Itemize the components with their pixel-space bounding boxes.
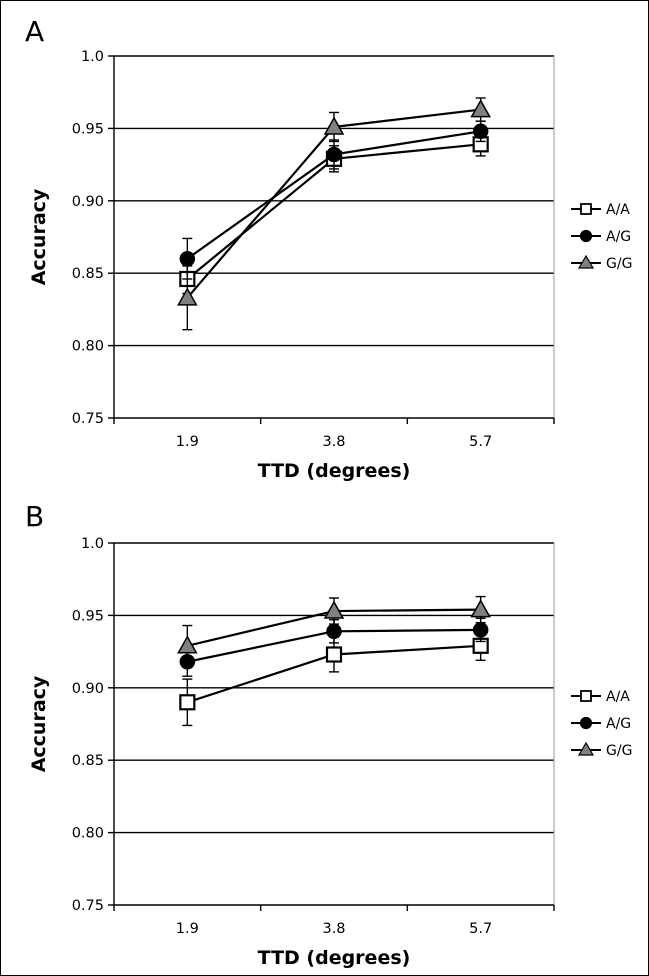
legend-item: A/G [571, 229, 631, 245]
y-tick-label: 0.75 [72, 898, 104, 914]
data-point [179, 694, 196, 711]
series-aa [179, 630, 489, 727]
x-axis-title: TTD (degrees) [258, 460, 411, 482]
y-axis-title: Accuracy [28, 675, 50, 772]
legend-item: A/A [571, 689, 630, 705]
y-tick-label: 1.0 [81, 536, 104, 552]
data-point [177, 635, 198, 654]
legend-marker [580, 690, 592, 702]
panel-b: B 0.75 0.80 0.85 0.90 0.95 1.0 1.9 3.8 5.7 TTD (d… [1, 488, 648, 975]
data-point [470, 99, 491, 118]
data-point [470, 599, 491, 618]
legend-label: A/A [606, 689, 630, 705]
series-gg [177, 97, 491, 331]
data-point [179, 250, 196, 267]
data-point [323, 116, 345, 135]
legend-label: A/A [606, 202, 630, 218]
x-tick-label: 3.8 [322, 434, 345, 450]
panel-label: B [25, 500, 45, 533]
data-point [472, 622, 489, 638]
data-point [325, 646, 343, 663]
legend-marker [577, 254, 595, 269]
x-tick-label: 1.9 [176, 921, 199, 937]
panel-label: A [25, 15, 45, 48]
legend-item: G/G [571, 254, 632, 272]
x-axis-title: TTD (degrees) [258, 947, 411, 969]
y-tick-label: 0.95 [72, 608, 104, 624]
series-ag [179, 120, 489, 280]
legend-item: A/A [571, 202, 630, 218]
legend-item: A/G [571, 716, 631, 732]
data-point [472, 123, 489, 140]
data-point [177, 287, 198, 306]
y-axis-title: Accuracy [28, 188, 50, 285]
legend-marker [579, 716, 593, 730]
x-tick-label: 3.8 [322, 921, 345, 937]
y-tick-label: 0.85 [72, 266, 104, 282]
y-tick-label: 0.75 [72, 411, 104, 427]
x-tick-label: 5.7 [469, 921, 492, 937]
series-gg [177, 595, 491, 667]
chart-b: 0.75 0.80 0.85 0.90 0.95 1.0 1.9 3.8 5.7 TTD (deg… [28, 536, 632, 969]
y-tick-label: 0.90 [72, 681, 104, 697]
legend-marker [579, 229, 593, 243]
legend-marker [577, 741, 595, 756]
y-tick-label: 0.90 [72, 194, 104, 210]
data-point [326, 623, 342, 640]
data-point [326, 146, 342, 163]
y-tick-label: 0.85 [72, 753, 104, 769]
legend-label: G/G [606, 256, 632, 272]
y-tick-label: 0.80 [72, 339, 104, 355]
legend-item: G/G [571, 741, 632, 759]
y-tick-label: 1.0 [81, 49, 104, 65]
chart-a: 0.75 0.80 0.85 0.90 0.95 1.0 1.9 3.8 5.7 TTD (deg… [28, 49, 632, 482]
legend-label: A/G [606, 716, 631, 732]
x-tick-label: 5.7 [469, 434, 492, 450]
legend-label: A/G [606, 229, 631, 245]
data-point [323, 600, 345, 619]
y-tick-label: 0.80 [72, 826, 104, 842]
x-tick-label: 1.9 [176, 434, 199, 450]
legend-label: G/G [606, 743, 632, 759]
panel-a: A 0.75 0.80 0.85 0.90 0.95 1.0 1.9 3.8 5.7 TTD (d… [1, 1, 648, 488]
y-tick-label: 0.95 [72, 121, 104, 137]
legend-marker [580, 203, 592, 215]
